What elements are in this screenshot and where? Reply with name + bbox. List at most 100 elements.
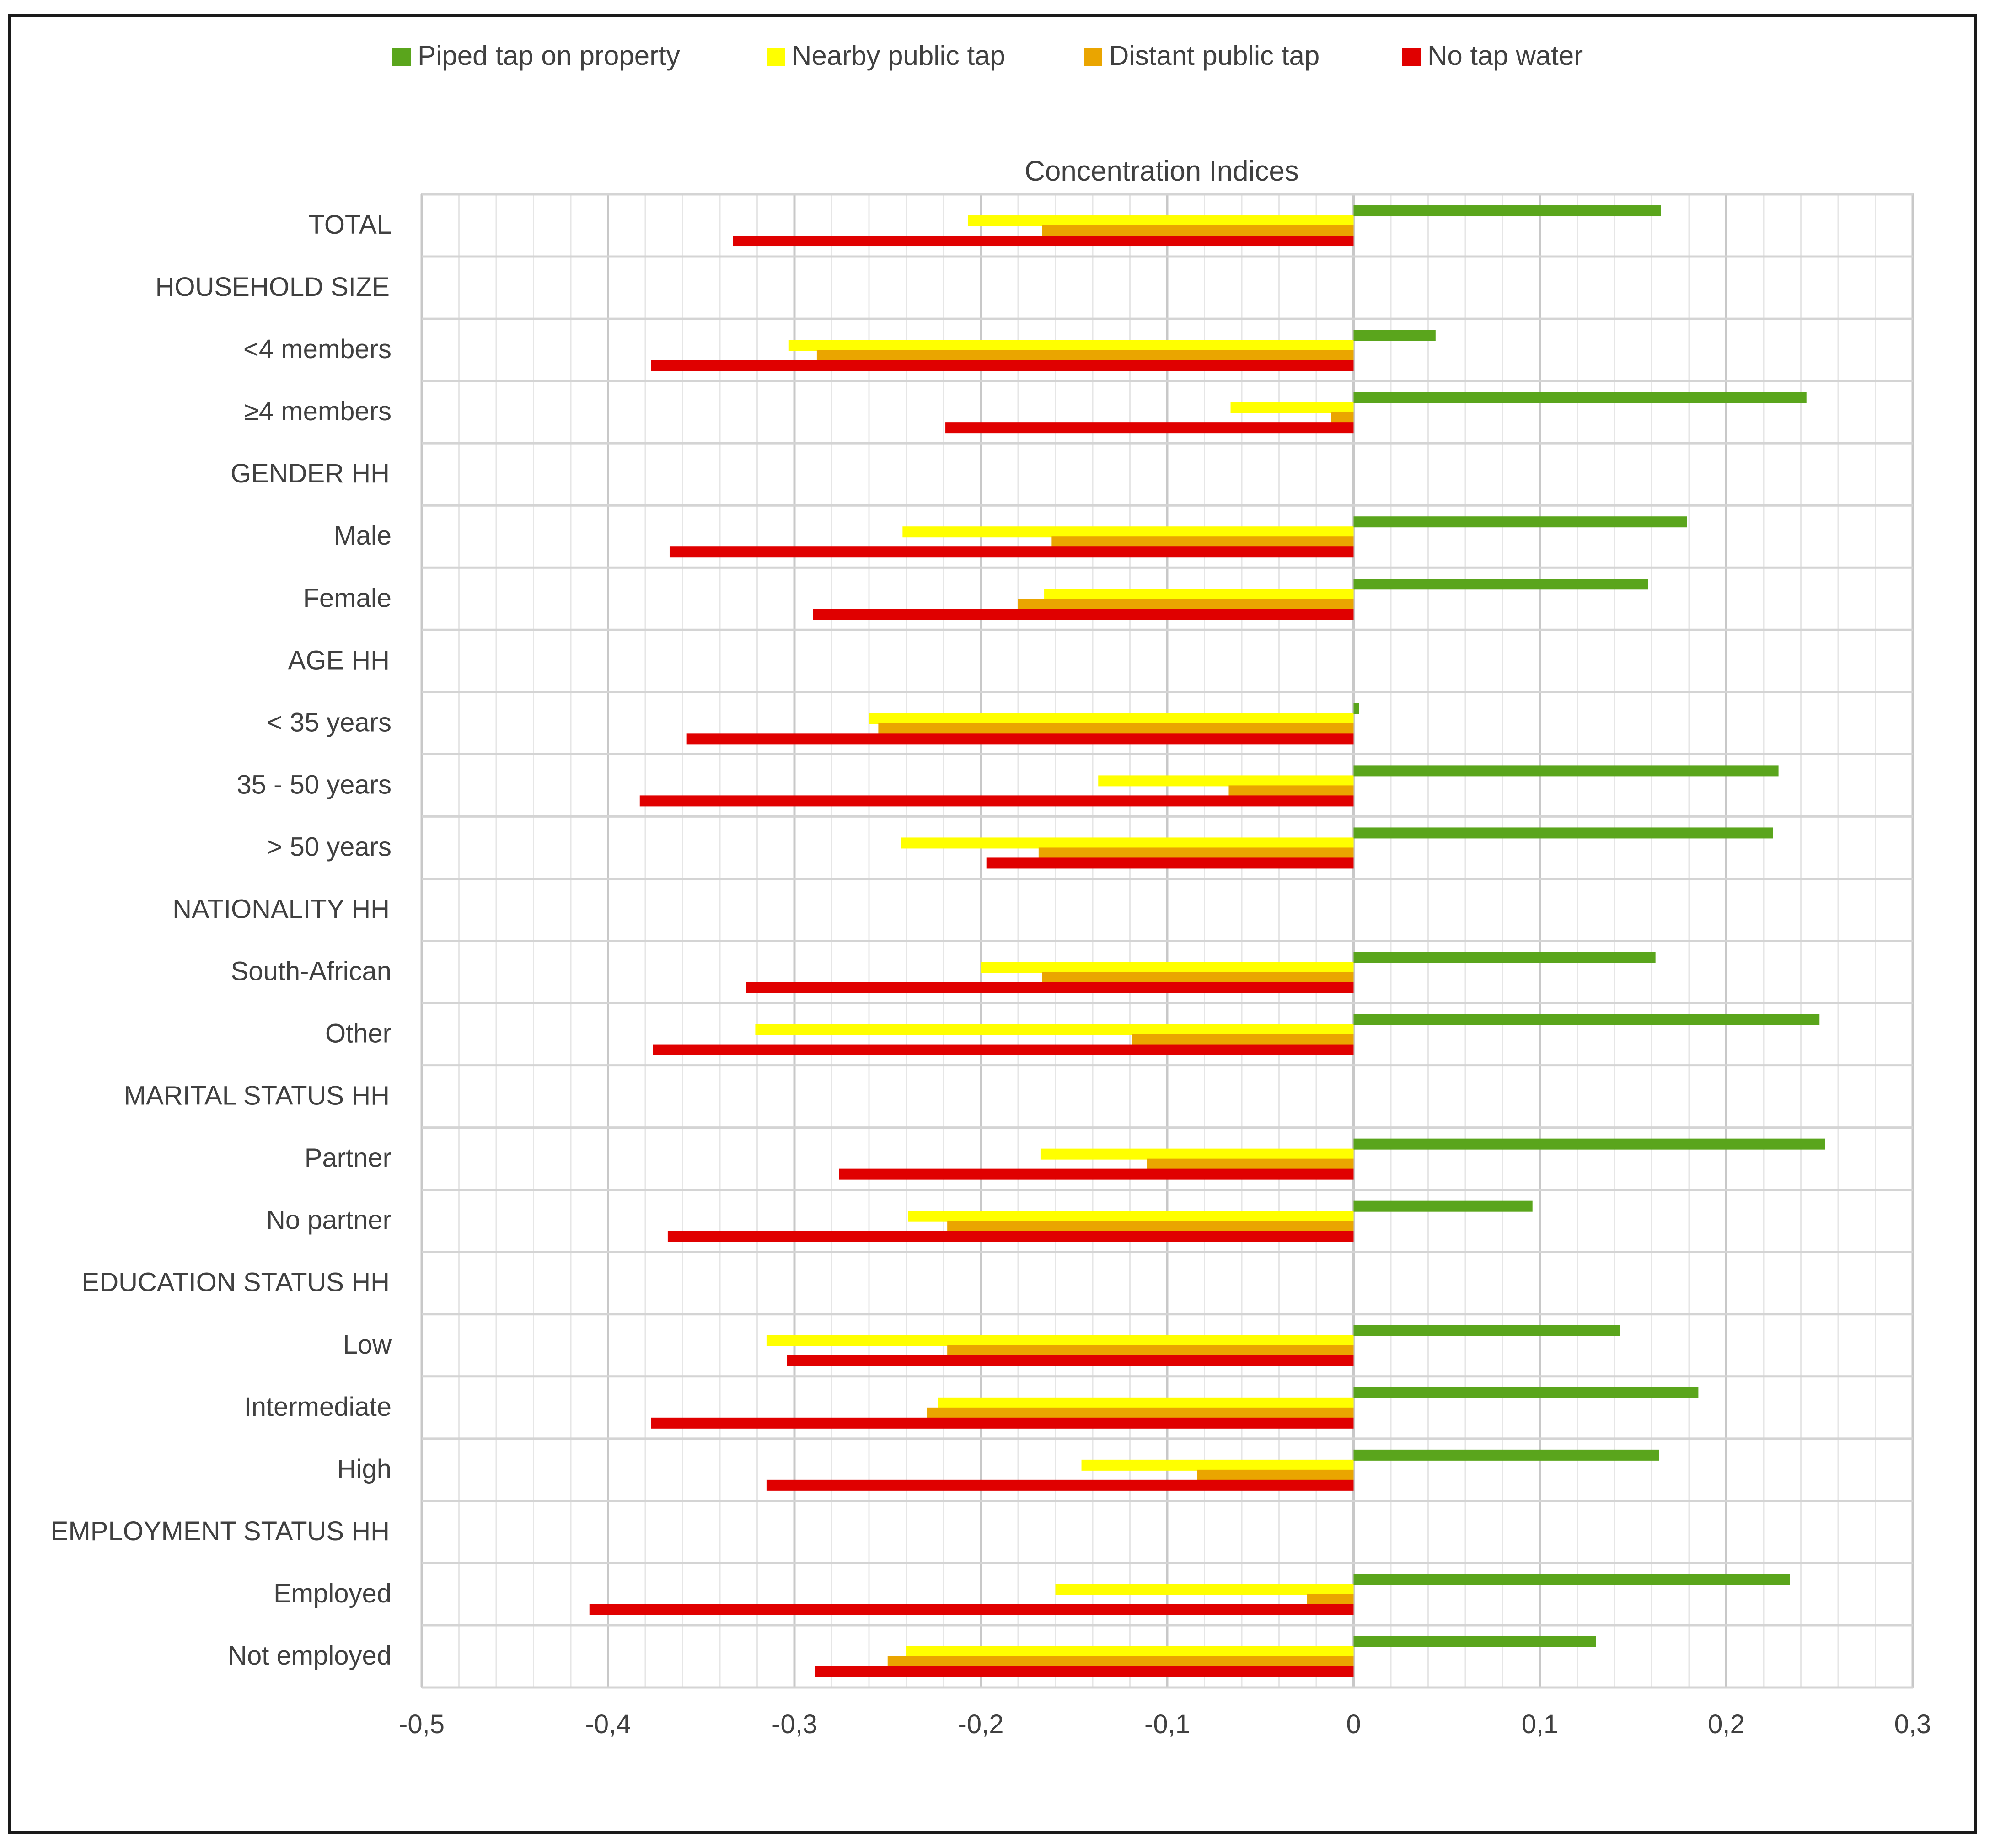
bar-no-tap-water	[651, 1417, 1354, 1429]
bars	[589, 205, 1825, 1677]
bar-distant-public-tap	[947, 1345, 1354, 1356]
legend-swatch-0	[392, 48, 411, 66]
bar-distant-public-tap	[1051, 536, 1354, 548]
bar-no-tap-water	[653, 1044, 1354, 1055]
bar-distant-public-tap	[887, 1656, 1354, 1667]
bar-distant-public-tap	[1042, 972, 1354, 983]
bar-no-tap-water	[986, 857, 1354, 869]
bar-piped-tap-on-property	[1353, 1138, 1825, 1150]
bar-distant-public-tap	[1307, 1594, 1354, 1605]
category-label: High	[337, 1454, 392, 1484]
bar-no-tap-water	[839, 1168, 1354, 1180]
category-label: HOUSEHOLD SIZE	[156, 272, 390, 302]
bar-piped-tap-on-property	[1353, 1200, 1533, 1212]
x-tick-label: -0,5	[399, 1709, 445, 1739]
bar-distant-public-tap	[1038, 847, 1354, 859]
category-label: > 50 years	[267, 832, 392, 862]
x-tick-label: -0,3	[772, 1709, 817, 1739]
category-label: ≥4 members	[244, 396, 392, 426]
bar-distant-public-tap	[1042, 225, 1354, 237]
x-axis-ticks: -0,5 -0,4 -0,3 -0,2 -0,1 0 0,1 0,2 0,3	[399, 1709, 1931, 1739]
category-label: Other	[325, 1019, 392, 1049]
bar-no-tap-water	[766, 1479, 1354, 1491]
category-labels: TOTAL HOUSEHOLD SIZE <4 members ≥4 members G…	[51, 210, 392, 1671]
bar-piped-tap-on-property	[1353, 205, 1661, 217]
bar-no-tap-water	[667, 1231, 1354, 1242]
category-label: South-African	[231, 957, 392, 986]
bar-piped-tap-on-property	[1353, 1014, 1820, 1025]
x-tick-label: 0,3	[1894, 1709, 1931, 1739]
bar-nearby-public-tap	[908, 1211, 1354, 1222]
bar-piped-tap-on-property	[1353, 703, 1359, 714]
category-label: MARITAL STATUS HH	[124, 1081, 390, 1111]
bar-distant-public-tap	[927, 1407, 1354, 1419]
bar-piped-tap-on-property	[1353, 952, 1656, 963]
bar-nearby-public-tap	[766, 1335, 1354, 1346]
bar-nearby-public-tap	[938, 1397, 1354, 1409]
bar-piped-tap-on-property	[1353, 392, 1807, 403]
bar-no-tap-water	[787, 1355, 1354, 1366]
bar-nearby-public-tap	[1055, 1584, 1354, 1595]
legend: Piped tap on property Nearby public tap Di…	[392, 40, 1583, 71]
bar-nearby-public-tap	[981, 962, 1354, 973]
row-separators	[422, 193, 1913, 1689]
bar-piped-tap-on-property	[1353, 1387, 1699, 1398]
category-label: No partner	[266, 1205, 392, 1235]
category-label: 35 - 50 years	[236, 770, 392, 799]
bar-nearby-public-tap	[1081, 1459, 1354, 1471]
bar-nearby-public-tap	[902, 526, 1354, 538]
category-label: AGE HH	[288, 645, 390, 675]
bar-no-tap-water	[815, 1666, 1354, 1677]
category-label: GENDER HH	[231, 459, 390, 488]
x-tick-label: 0	[1346, 1709, 1361, 1739]
category-label: Employed	[274, 1579, 392, 1608]
bar-piped-tap-on-property	[1353, 765, 1779, 777]
bar-piped-tap-on-property	[1353, 1449, 1659, 1461]
bar-no-tap-water	[813, 609, 1354, 620]
bar-distant-public-tap	[878, 723, 1354, 734]
bar-no-tap-water	[669, 546, 1354, 558]
category-label: NATIONALITY HH	[172, 894, 390, 924]
bar-piped-tap-on-property	[1353, 1325, 1620, 1336]
bar-no-tap-water	[746, 982, 1354, 993]
bar-distant-public-tap	[1018, 599, 1354, 610]
legend-label-2: Distant public tap	[1109, 40, 1320, 71]
category-label: Partner	[305, 1143, 392, 1173]
bar-distant-public-tap	[947, 1221, 1354, 1232]
bar-no-tap-water	[686, 733, 1354, 745]
bar-distant-public-tap	[1197, 1469, 1354, 1481]
category-label: TOTAL	[308, 210, 392, 240]
category-label: EDUCATION STATUS HH	[82, 1268, 390, 1297]
bar-nearby-public-tap	[1040, 1148, 1354, 1160]
legend-swatch-1	[767, 48, 785, 66]
bar-nearby-public-tap	[1230, 402, 1354, 413]
bar-nearby-public-tap	[1098, 775, 1354, 787]
bar-piped-tap-on-property	[1353, 827, 1773, 839]
category-label: Intermediate	[244, 1392, 392, 1422]
bar-no-tap-water	[589, 1604, 1354, 1615]
bar-distant-public-tap	[1331, 412, 1354, 423]
category-label: Male	[334, 521, 392, 551]
x-tick-label: -0,2	[958, 1709, 1004, 1739]
x-tick-label: 0,2	[1708, 1709, 1745, 1739]
bar-piped-tap-on-property	[1353, 1574, 1790, 1585]
legend-label-1: Nearby public tap	[792, 40, 1005, 71]
bar-nearby-public-tap	[788, 340, 1354, 351]
category-label: Female	[303, 583, 392, 613]
legend-swatch-3	[1402, 48, 1421, 66]
bar-distant-public-tap	[816, 350, 1354, 361]
bar-nearby-public-tap	[869, 713, 1354, 724]
bar-no-tap-water	[733, 236, 1354, 247]
bar-distant-public-tap	[1132, 1034, 1354, 1045]
bar-distant-public-tap	[1147, 1158, 1354, 1170]
x-tick-label: -0,1	[1144, 1709, 1190, 1739]
bar-nearby-public-tap	[967, 215, 1354, 227]
legend-swatch-2	[1084, 48, 1102, 66]
bar-piped-tap-on-property	[1353, 516, 1687, 528]
bar-nearby-public-tap	[755, 1024, 1354, 1035]
bar-no-tap-water	[639, 795, 1354, 807]
bar-nearby-public-tap	[901, 837, 1354, 849]
bar-piped-tap-on-property	[1353, 579, 1648, 590]
x-tick-label: -0,4	[585, 1709, 631, 1739]
category-label: < 35 years	[267, 707, 392, 737]
